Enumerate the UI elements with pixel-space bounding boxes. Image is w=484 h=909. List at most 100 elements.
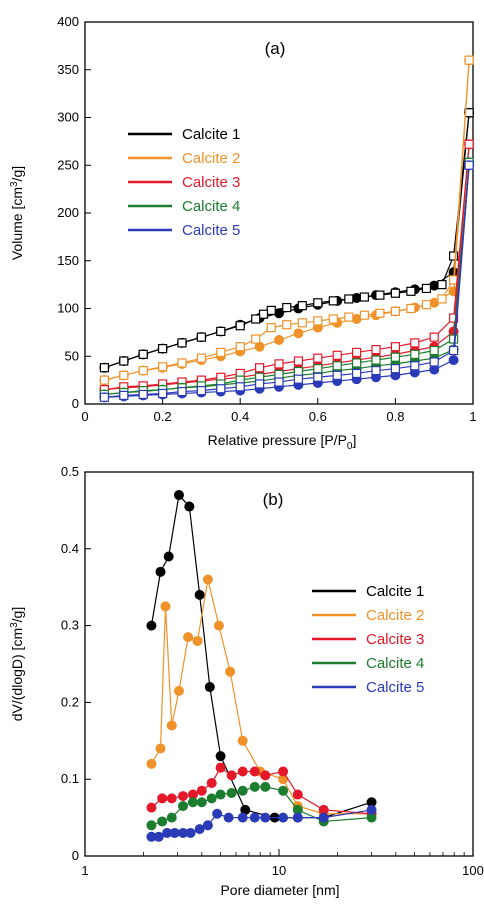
- adsorption-point: [274, 335, 284, 346]
- desorption-point: [119, 390, 129, 401]
- desorption-point: [437, 294, 447, 304]
- desorption-point: [293, 366, 303, 377]
- panel-a-legend: Calcite 1 Calcite 2 Calcite 3 Calcite 4 Calc…: [128, 126, 240, 239]
- data-point: [166, 793, 177, 804]
- panel-a-xlabel-sub: 0: [347, 441, 353, 452]
- data-point: [366, 804, 377, 815]
- data-point: [237, 785, 248, 796]
- adsorption-line: [104, 112, 470, 369]
- desorption-point: [390, 306, 400, 316]
- data-point: [215, 751, 226, 762]
- desorption-point: [196, 332, 206, 342]
- panel-a-ytick-label: 200: [57, 205, 79, 220]
- desorption-point: [258, 309, 269, 319]
- desorption-point: [375, 290, 385, 300]
- panel-b-xtick-label: 10: [272, 863, 286, 878]
- panel-b-ylabel-end: /g]: [9, 607, 25, 623]
- data-point: [187, 797, 198, 808]
- desorption-point: [196, 386, 206, 396]
- panel-b: 1 10 100 0 0.1 0.2 0.3 0.4 0.5 (b) Pore diameter…: [9, 464, 484, 898]
- data-point: [237, 812, 248, 823]
- data-point: [146, 758, 157, 769]
- panel-b-ytick-label: 0: [72, 848, 79, 863]
- desorption-point: [429, 332, 439, 342]
- data-point: [226, 788, 237, 799]
- desorption-point: [177, 386, 187, 397]
- panel-a-ylabel-end: /g]: [9, 166, 25, 182]
- desorption-point: [449, 313, 459, 323]
- desorption-point: [99, 375, 110, 385]
- data-point: [196, 785, 207, 796]
- desorption-point: [421, 300, 432, 310]
- desorption-point: [216, 347, 226, 358]
- panel-b-xtick-label: 1: [81, 863, 88, 878]
- desorption-point: [255, 379, 265, 389]
- desorption-point: [371, 355, 381, 365]
- desorption-point: [464, 160, 474, 170]
- desorption-point: [266, 323, 276, 333]
- desorption-point: [429, 345, 439, 356]
- panel-b-label: (b): [263, 490, 284, 509]
- desorption-point: [464, 139, 474, 149]
- desorption-point: [313, 372, 323, 382]
- data-point: [206, 778, 217, 789]
- desorption-point: [138, 389, 148, 400]
- desorption-point: [371, 344, 381, 355]
- desorption-point: [251, 334, 261, 344]
- legend-label: Calcite 4: [366, 655, 424, 672]
- panel-b-ytick-label: 0.4: [61, 541, 79, 556]
- legend-label: Calcite 5: [182, 222, 240, 239]
- desorption-point: [429, 357, 439, 367]
- panel-a-ytick-label: 300: [57, 110, 79, 125]
- data-point: [260, 781, 271, 792]
- data-point: [206, 793, 217, 804]
- panel-b-ytick-label: 0.5: [61, 464, 79, 479]
- desorption-point: [410, 349, 420, 359]
- data-point: [215, 762, 226, 773]
- panel-b-series: [146, 490, 377, 842]
- panel-b-legend: Calcite 1 Calcite 2 Calcite 3 Calcite 4 Calc…: [312, 583, 424, 696]
- series-line: [151, 786, 372, 826]
- data-point: [157, 816, 168, 827]
- desorption-point: [449, 334, 459, 344]
- legend-label: Calcite 1: [182, 126, 240, 143]
- panel-b-series-2: [146, 574, 377, 819]
- panel-a-ylabel-sup: 3: [9, 181, 20, 187]
- panel-a-series: [99, 55, 475, 403]
- panel-a-ytick-label: 150: [57, 253, 79, 268]
- data-point: [278, 766, 289, 777]
- desorption-point: [410, 338, 420, 348]
- data-point: [185, 827, 196, 838]
- desorption-point: [251, 314, 261, 324]
- data-point: [183, 632, 194, 643]
- data-point: [215, 789, 226, 800]
- data-point: [166, 812, 177, 823]
- desorption-point: [406, 303, 416, 314]
- desorption-point: [177, 358, 187, 368]
- desorption-point: [274, 359, 284, 369]
- data-point: [249, 812, 260, 823]
- desorption-point: [437, 280, 447, 290]
- desorption-line: [104, 112, 470, 369]
- desorption-point: [328, 296, 338, 306]
- desorption-point: [464, 55, 474, 65]
- data-point: [292, 812, 303, 823]
- data-point: [249, 781, 260, 792]
- legend-label: Calcite 2: [182, 150, 240, 167]
- desorption-point: [282, 320, 292, 330]
- desorption-point: [449, 345, 459, 356]
- desorption-point: [359, 310, 369, 320]
- panel-b-series-4: [146, 781, 377, 831]
- data-point: [223, 812, 234, 823]
- data-point: [160, 601, 171, 612]
- desorption-point: [313, 316, 323, 326]
- data-point: [177, 801, 188, 812]
- desorption-point: [177, 338, 187, 348]
- panel-a-ylabel-main: Volume [cm: [9, 187, 25, 260]
- panel-b-series-3: [146, 762, 377, 819]
- data-point: [194, 589, 205, 600]
- panel-a-xtick-label: 0.8: [386, 409, 404, 424]
- desorption-point: [332, 361, 342, 371]
- desorption-point: [313, 353, 323, 363]
- panel-b-series-5: [146, 804, 377, 842]
